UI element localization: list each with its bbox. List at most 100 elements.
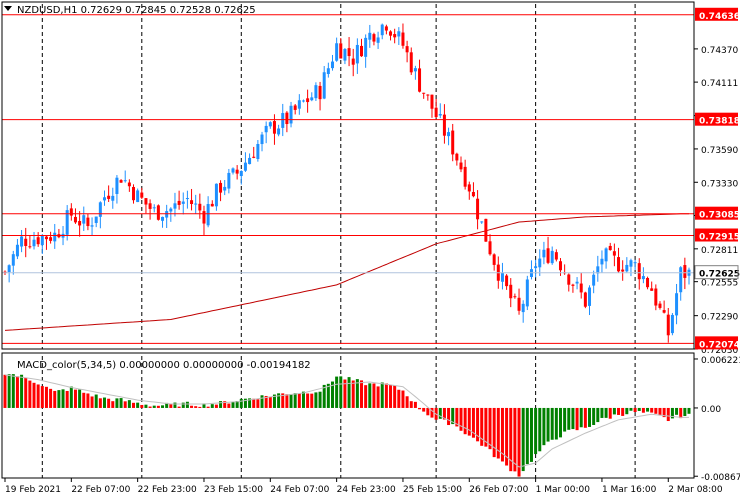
candle-body — [53, 232, 57, 242]
candle-body — [44, 236, 48, 240]
collapse-arrow-icon[interactable] — [4, 6, 12, 11]
macd-histogram-bar — [621, 407, 625, 416]
macd-histogram-bar — [306, 393, 310, 408]
candle-body — [364, 37, 368, 57]
candle-body — [173, 203, 177, 209]
candle-body — [650, 288, 654, 291]
macd-histogram-bar — [177, 406, 181, 408]
macd-histogram-bar — [90, 396, 94, 408]
candle-body — [517, 297, 521, 311]
candle-body — [82, 215, 86, 224]
x-tick-label: 24 Feb 23:00 — [337, 485, 396, 495]
candle-body — [148, 203, 152, 209]
candle-body — [571, 284, 575, 286]
candle-body — [447, 132, 451, 137]
current-price-box — [695, 265, 738, 279]
macd-histogram-bar — [509, 407, 513, 472]
candle-body — [28, 246, 32, 248]
candle-body — [476, 198, 480, 220]
candle-body — [629, 260, 633, 267]
candle-body — [310, 97, 314, 101]
macd-histogram-bar — [20, 374, 24, 408]
macd-histogram-bar — [219, 401, 223, 408]
candle-body — [675, 293, 679, 316]
macd-header: MACD_color(5,34,5) 0.00000000 0.00000000… — [17, 360, 311, 371]
candle-body — [214, 183, 218, 207]
macd-histogram-bar — [567, 407, 571, 430]
macd-histogram-bar — [351, 380, 355, 408]
macd-histogram-bar — [641, 407, 645, 413]
candle-body — [588, 287, 592, 306]
candle-body — [11, 254, 15, 266]
macd-histogram-bar — [223, 401, 227, 408]
price-panel-frame — [1, 1, 695, 350]
macd-histogram-bar — [438, 407, 442, 419]
candle-body — [330, 61, 334, 69]
macd-histogram-bar — [476, 407, 480, 442]
candle-body — [181, 201, 185, 204]
macd-histogram-bar — [600, 407, 604, 418]
candle-body — [136, 190, 140, 203]
macd-panel-frame — [1, 352, 695, 479]
candle-body — [583, 292, 587, 307]
candle-body — [65, 210, 69, 235]
macd-histogram-bar — [505, 407, 509, 466]
x-tick-label: 1 Mar 16:00 — [602, 485, 657, 495]
macd-histogram-bar — [529, 407, 533, 462]
macd-histogram-bar — [53, 390, 57, 408]
candle-body — [413, 68, 417, 72]
macd-histogram-bar — [393, 385, 397, 408]
candle-body — [405, 46, 409, 53]
macd-histogram-bar — [633, 407, 637, 412]
macd-histogram-bar — [248, 398, 252, 408]
candle-body — [90, 225, 94, 227]
macd-histogram-bar — [115, 398, 119, 408]
candle-body — [670, 314, 674, 334]
macd-histogram-bar — [471, 407, 475, 438]
macd-histogram-bar — [252, 398, 256, 408]
macd-histogram-bar — [670, 407, 674, 419]
candle-body — [542, 249, 546, 258]
candle-body — [592, 274, 596, 286]
candle-body — [343, 48, 347, 61]
candle-body — [355, 44, 359, 64]
macd-histogram-bar — [285, 394, 289, 408]
candle-body — [558, 261, 562, 271]
macd-histogram-bar — [202, 403, 206, 408]
macd-histogram-bar — [206, 406, 210, 408]
candle-body — [123, 180, 127, 182]
candle-body — [625, 264, 629, 272]
macd-histogram-bar — [571, 407, 575, 430]
candle-body — [318, 85, 322, 100]
candle-body — [339, 43, 343, 59]
macd-histogram-bar — [235, 401, 239, 408]
candle-body — [119, 180, 123, 183]
macd-histogram-bar — [451, 407, 455, 425]
macd-histogram-bar — [463, 407, 467, 435]
candle-body — [376, 37, 380, 43]
candle-body — [492, 254, 496, 265]
macd-histogram-bar — [588, 407, 592, 427]
macd-histogram-bar — [546, 407, 550, 442]
candle-body — [206, 204, 210, 226]
macd-histogram-bar — [198, 406, 202, 408]
candle-body — [301, 100, 305, 102]
price-level-label: 0.72915 — [699, 232, 740, 242]
candle-body — [140, 192, 144, 198]
macd-histogram-bar — [260, 395, 264, 408]
candle-body — [268, 122, 272, 127]
y-tick-label: 0.72811 — [701, 246, 738, 256]
candle-body — [24, 238, 28, 246]
macd-histogram-bar — [322, 384, 326, 408]
macd-histogram-bar — [11, 374, 15, 408]
candle-body — [347, 48, 351, 57]
y-tick-label: 0.72030 — [701, 346, 738, 356]
x-tick-label: 22 Feb 07:00 — [71, 485, 130, 495]
price-level-box — [695, 7, 738, 21]
macd-histogram-bar — [418, 407, 422, 410]
macd-histogram-bar — [625, 407, 629, 415]
price-level-label: 0.73818 — [699, 117, 740, 127]
macd-histogram-bar — [277, 393, 281, 408]
x-tick-label: 24 Feb 07:00 — [270, 485, 329, 495]
macd-histogram-bar — [430, 407, 434, 418]
